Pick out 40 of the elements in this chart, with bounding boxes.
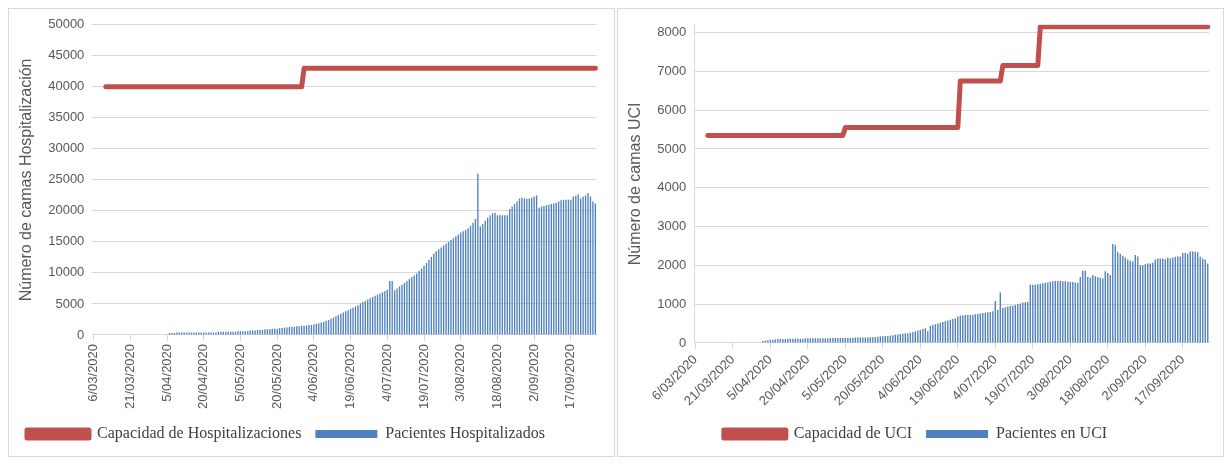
y-tick-label: 1000	[657, 295, 687, 311]
legend-label: Capacidad de Hospitalizaciones	[97, 424, 302, 443]
y-tick-label: 25000	[48, 171, 85, 187]
y-tick-label: 40000	[48, 78, 85, 94]
x-tick-label: 4/06/2020	[305, 343, 321, 402]
y-tick-label: 35000	[48, 109, 85, 125]
x-tick-label: 21/03/2020	[121, 343, 137, 410]
y-tick-label: 5000	[657, 140, 687, 156]
legend-label: Capacidad de UCI	[793, 424, 913, 443]
y-tick-label: 45000	[48, 47, 85, 63]
y-tick-label: 0	[77, 326, 85, 342]
x-tick-label: 3/08/2020	[452, 343, 468, 402]
y-tick-label: 5000	[55, 295, 85, 311]
y-tick-label: 0	[678, 334, 687, 350]
x-tick-label: 4/07/2020	[378, 343, 394, 402]
y-tick-label: 8000	[657, 24, 687, 40]
x-tick-label: 5/05/2020	[232, 343, 248, 402]
y-tick-label: 4000	[657, 179, 687, 195]
x-tick-label: 20/05/2020	[268, 343, 284, 410]
y-tick-label: 10000	[48, 264, 85, 280]
y-tick-label: 30000	[48, 140, 85, 156]
legend-label: Pacientes Hospitalizados	[385, 424, 545, 443]
x-tick-label: 5/04/2020	[158, 343, 174, 402]
x-tick-label: 19/07/2020	[415, 343, 431, 410]
x-tick-label: 2/09/2020	[525, 343, 541, 402]
x-tick-label: 17/09/2020	[562, 343, 578, 410]
x-tick-label: 18/08/2020	[489, 343, 505, 410]
y-tick-label: 7000	[657, 62, 687, 78]
y-tick-label: 50000	[48, 16, 85, 32]
y-axis-title: Número de camas Hospitalización	[17, 58, 35, 302]
y-tick-label: 2000	[657, 256, 687, 272]
y-tick-label: 3000	[657, 218, 687, 234]
legend-label: Pacientes en UCI	[996, 424, 1108, 442]
x-tick-label: 20/04/2020	[195, 343, 211, 410]
y-axis-title: Número de camas UCI	[626, 102, 644, 266]
x-tick-label: 6/03/2020	[85, 343, 101, 402]
x-tick-label: 19/06/2020	[342, 343, 358, 410]
y-tick-label: 20000	[48, 202, 85, 218]
y-tick-label: 6000	[657, 101, 687, 117]
y-tick-label: 15000	[48, 233, 85, 249]
